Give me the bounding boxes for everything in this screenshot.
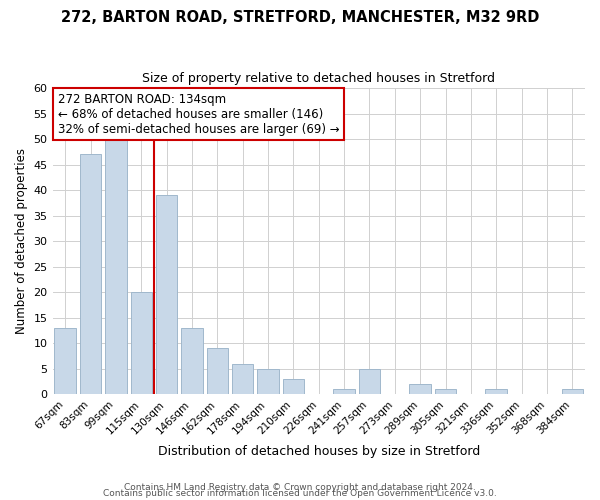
Bar xyxy=(55,328,76,394)
Text: 272, BARTON ROAD, STRETFORD, MANCHESTER, M32 9RD: 272, BARTON ROAD, STRETFORD, MANCHESTER,… xyxy=(61,10,539,25)
Bar xyxy=(131,292,152,394)
Bar xyxy=(283,379,304,394)
Bar xyxy=(80,154,101,394)
Bar xyxy=(334,390,355,394)
Title: Size of property relative to detached houses in Stretford: Size of property relative to detached ho… xyxy=(142,72,495,86)
Bar xyxy=(206,348,228,395)
Text: 272 BARTON ROAD: 134sqm
← 68% of detached houses are smaller (146)
32% of semi-d: 272 BARTON ROAD: 134sqm ← 68% of detache… xyxy=(58,92,340,136)
Bar xyxy=(156,196,178,394)
Bar xyxy=(232,364,253,394)
Bar xyxy=(359,369,380,394)
Y-axis label: Number of detached properties: Number of detached properties xyxy=(15,148,28,334)
Bar xyxy=(409,384,431,394)
Bar xyxy=(181,328,203,394)
Text: Contains public sector information licensed under the Open Government Licence v3: Contains public sector information licen… xyxy=(103,490,497,498)
Bar xyxy=(435,390,457,394)
Text: Contains HM Land Registry data © Crown copyright and database right 2024.: Contains HM Land Registry data © Crown c… xyxy=(124,484,476,492)
Bar xyxy=(562,390,583,394)
X-axis label: Distribution of detached houses by size in Stretford: Distribution of detached houses by size … xyxy=(158,444,480,458)
Bar xyxy=(485,390,507,394)
Bar xyxy=(257,369,279,394)
Bar xyxy=(105,139,127,394)
